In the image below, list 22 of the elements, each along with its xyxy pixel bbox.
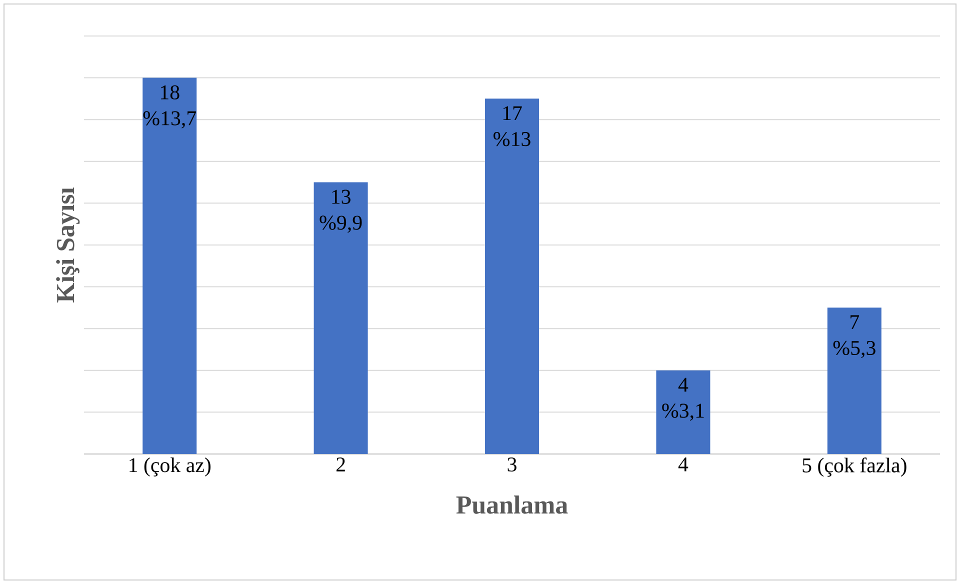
annotation: %13 (494, 132, 530, 146)
data-label: 18 (160, 85, 180, 100)
annotation: %5,3 (833, 340, 876, 358)
x-tick-label: 1 (çok az) (130, 458, 210, 476)
x-tick-label: 2 (336, 457, 345, 472)
annotation: %3,1 (662, 404, 704, 421)
x-tick-label: 4 (678, 458, 688, 472)
x-axis-title: Puanlama (456, 496, 568, 514)
bar (314, 182, 368, 454)
x-tick-label: 5 (çok fazla) (802, 458, 906, 477)
bar (656, 370, 710, 454)
x-tick-label: 3 (508, 457, 516, 472)
bar (142, 78, 197, 454)
data-label: 17 (503, 106, 522, 120)
bar (827, 308, 882, 454)
data-label: 7 (850, 315, 860, 329)
bar (485, 98, 540, 454)
data-label: 13 (332, 190, 350, 204)
annotation: %13,7 (143, 111, 196, 128)
data-label: 4 (678, 378, 688, 392)
y-axis-title: Kişi Sayısı (56, 187, 80, 302)
annotation: %9,9 (320, 216, 362, 233)
